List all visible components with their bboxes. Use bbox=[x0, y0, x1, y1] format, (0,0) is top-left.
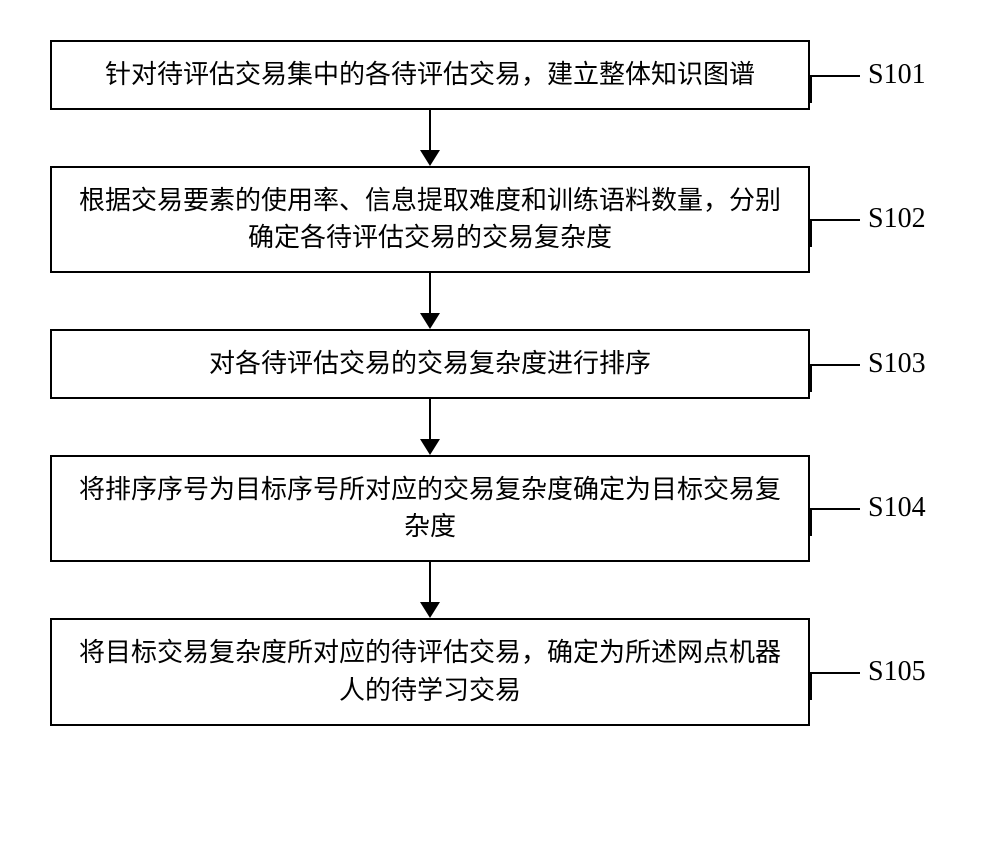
arrow-down-icon bbox=[50, 399, 810, 455]
step-text: 对各待评估交易的交易复杂度进行排序 bbox=[209, 345, 651, 383]
step-row: 将排序序号为目标序号所对应的交易复杂度确定为目标交易复杂度 S104 bbox=[20, 455, 980, 562]
arrow-down-icon bbox=[50, 562, 810, 618]
label-connector bbox=[810, 344, 860, 384]
step-text: 根据交易要素的使用率、信息提取难度和训练语料数量，分别确定各待评估交易的交易复杂… bbox=[72, 182, 788, 257]
step-row: 对各待评估交易的交易复杂度进行排序 S103 bbox=[20, 329, 980, 399]
arrow-row bbox=[20, 399, 980, 455]
step-row: 针对待评估交易集中的各待评估交易，建立整体知识图谱 S101 bbox=[20, 40, 980, 110]
label-connector bbox=[810, 199, 860, 239]
arrow-down-icon bbox=[50, 110, 810, 166]
step-row: 根据交易要素的使用率、信息提取难度和训练语料数量，分别确定各待评估交易的交易复杂… bbox=[20, 166, 980, 273]
step-label-wrap: S104 bbox=[810, 488, 980, 528]
step-label-wrap: S103 bbox=[810, 344, 980, 384]
step-box: 对各待评估交易的交易复杂度进行排序 bbox=[50, 329, 810, 399]
arrow-row bbox=[20, 273, 980, 329]
step-box: 将排序序号为目标序号所对应的交易复杂度确定为目标交易复杂度 bbox=[50, 455, 810, 562]
step-text: 针对待评估交易集中的各待评估交易，建立整体知识图谱 bbox=[105, 56, 755, 94]
label-connector bbox=[810, 488, 860, 528]
step-id-label: S103 bbox=[868, 348, 926, 380]
label-connector bbox=[810, 652, 860, 692]
step-label-wrap: S102 bbox=[810, 199, 980, 239]
arrow-down-icon bbox=[50, 273, 810, 329]
step-id-label: S102 bbox=[868, 203, 926, 235]
step-label-wrap: S101 bbox=[810, 55, 980, 95]
label-connector bbox=[810, 55, 860, 95]
step-box: 针对待评估交易集中的各待评估交易，建立整体知识图谱 bbox=[50, 40, 810, 110]
step-text: 将目标交易复杂度所对应的待评估交易，确定为所述网点机器人的待学习交易 bbox=[72, 634, 788, 709]
flowchart-container: 针对待评估交易集中的各待评估交易，建立整体知识图谱 S101 根据交易要素的使用… bbox=[20, 40, 980, 726]
step-id-label: S101 bbox=[868, 59, 926, 91]
arrow-row bbox=[20, 562, 980, 618]
step-row: 将目标交易复杂度所对应的待评估交易，确定为所述网点机器人的待学习交易 S105 bbox=[20, 618, 980, 725]
step-id-label: S105 bbox=[868, 656, 926, 688]
step-text: 将排序序号为目标序号所对应的交易复杂度确定为目标交易复杂度 bbox=[72, 471, 788, 546]
step-box: 将目标交易复杂度所对应的待评估交易，确定为所述网点机器人的待学习交易 bbox=[50, 618, 810, 725]
step-box: 根据交易要素的使用率、信息提取难度和训练语料数量，分别确定各待评估交易的交易复杂… bbox=[50, 166, 810, 273]
step-label-wrap: S105 bbox=[810, 652, 980, 692]
arrow-row bbox=[20, 110, 980, 166]
step-id-label: S104 bbox=[868, 492, 926, 524]
